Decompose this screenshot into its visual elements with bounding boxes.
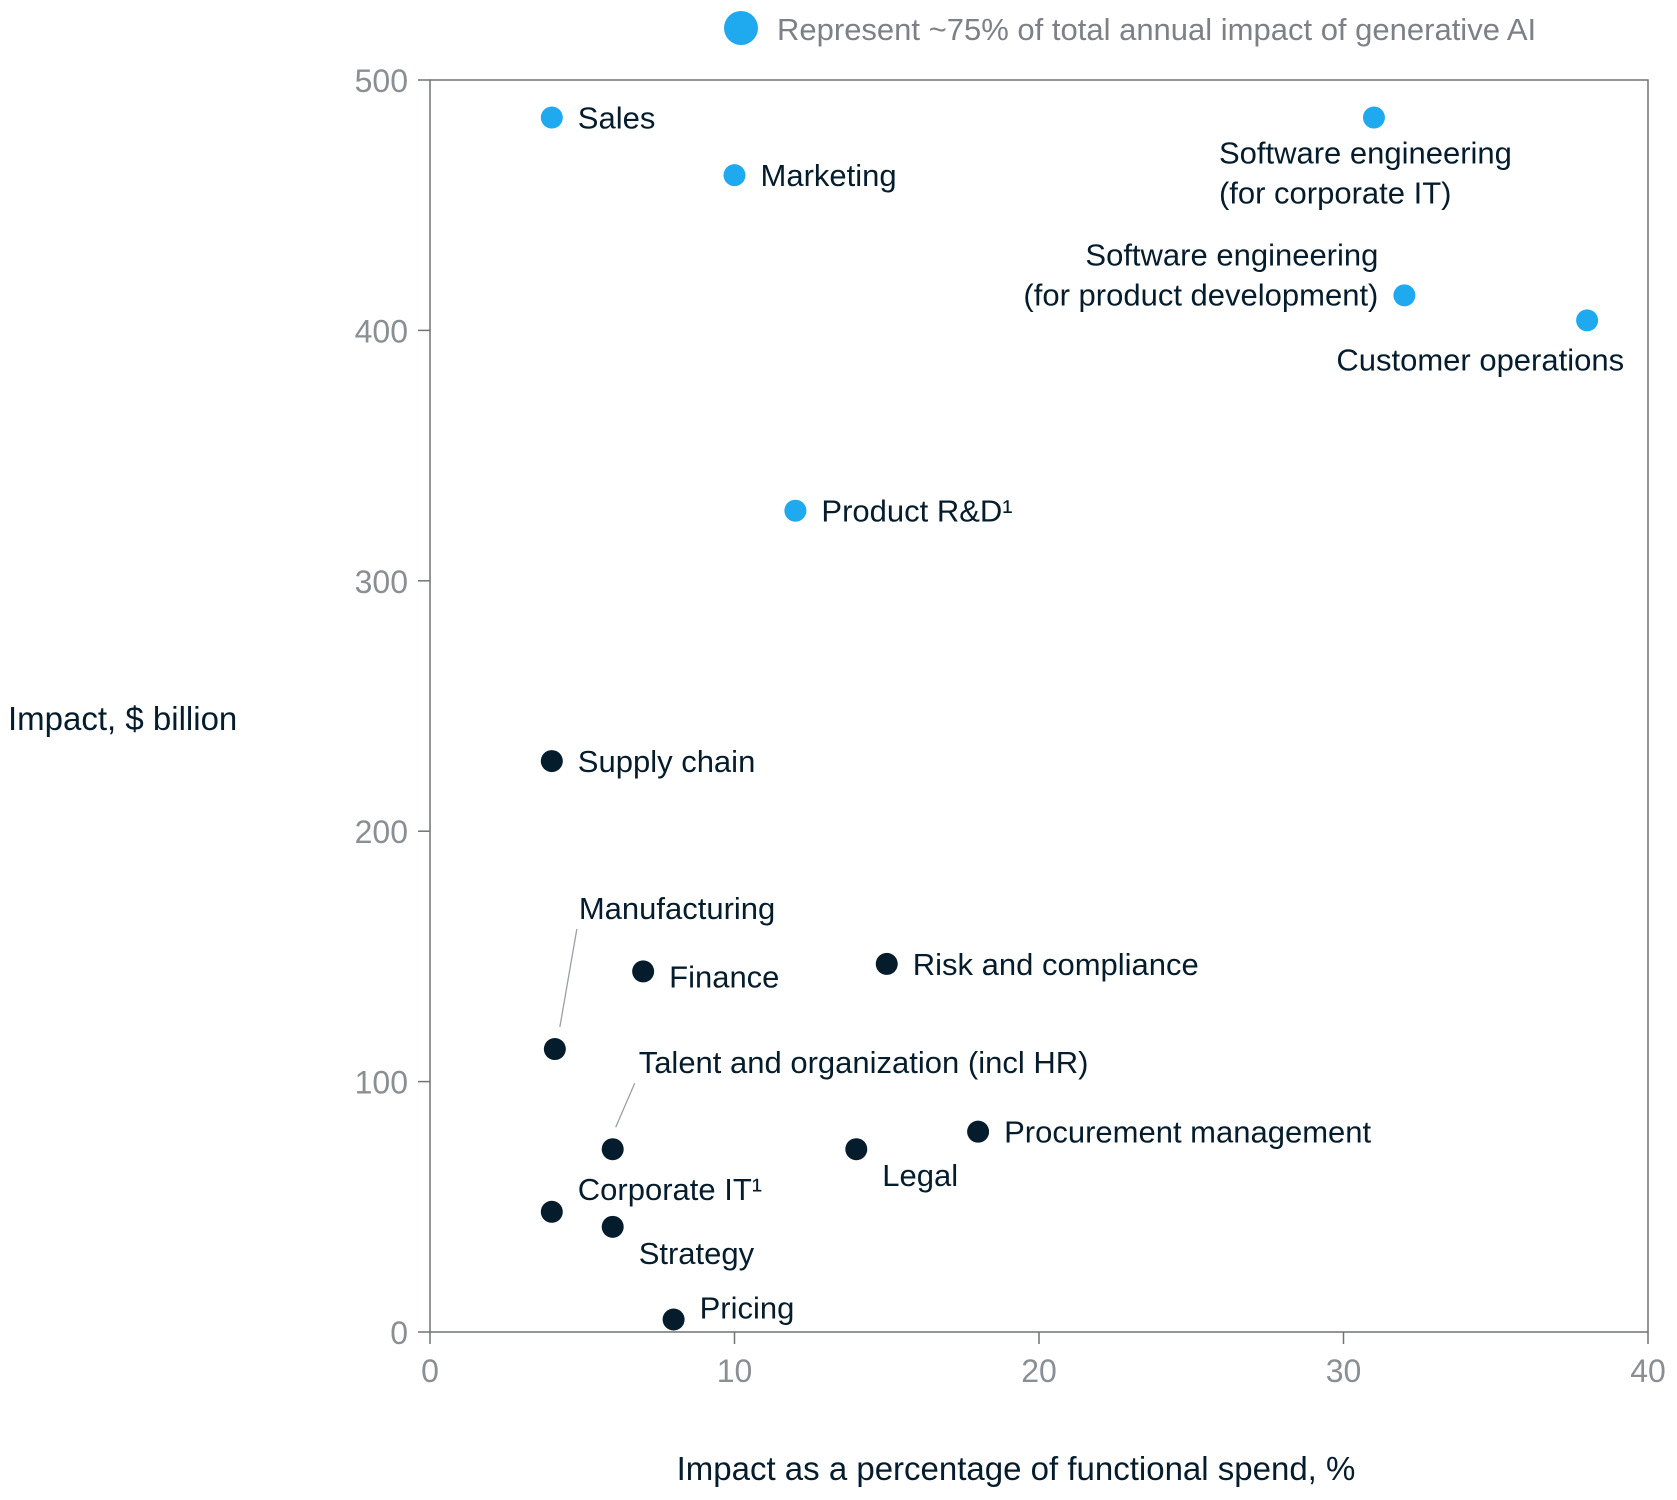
y-axis-title: Impact, $ billion [8, 700, 237, 737]
y-tick-label: 200 [355, 814, 408, 850]
point-supply-chain [540, 750, 563, 773]
x-tick-label: 10 [717, 1353, 753, 1389]
point-sales [540, 106, 563, 129]
label-strategy: Strategy [639, 1236, 755, 1271]
y-tick-label: 500 [355, 63, 408, 99]
label-pricing: Pricing [700, 1290, 795, 1325]
label-corporate-it: Corporate IT¹ [578, 1172, 762, 1207]
leader-talent-and-organization-incl-hr [615, 1082, 636, 1128]
label-product-r-d: Product R&D¹ [821, 494, 1012, 529]
label-finance: Finance [669, 959, 779, 994]
legend: Represent ~75% of total annual impact of… [724, 11, 1536, 47]
legend-marker [724, 11, 758, 45]
point-labels: Sales Marketing Software engineering (for c… [578, 101, 1624, 1326]
point-strategy [601, 1215, 624, 1238]
label-procurement-management: Procurement management [1004, 1115, 1371, 1150]
y-tick-label: 100 [355, 1065, 408, 1101]
label-software-engineering-for-corporate-it: Software engineering (for corporate IT) [1219, 136, 1512, 211]
point-procurement-management [967, 1120, 990, 1143]
label-software-engineering-for-product-development: Software engineering (for product develop… [1023, 237, 1378, 312]
point-software-engineering-for-corporate-it [1362, 106, 1385, 129]
point-product-r-d [784, 499, 807, 522]
x-tick-label: 20 [1021, 1353, 1057, 1389]
point-pricing [662, 1308, 685, 1331]
point-customer-operations [1576, 309, 1599, 332]
label-manufacturing: Manufacturing [579, 891, 775, 926]
label-marketing: Marketing [761, 158, 897, 193]
label-supply-chain: Supply chain [578, 744, 756, 779]
leader-manufacturing [559, 928, 578, 1028]
data-points [540, 106, 1599, 1331]
x-tick-label: 0 [421, 1353, 439, 1389]
x-axis-title: Impact as a percentage of functional spe… [677, 1450, 1356, 1487]
x-tick-label: 30 [1326, 1353, 1362, 1389]
legend-label: Represent ~75% of total annual impact of… [777, 12, 1536, 47]
label-legal: Legal [882, 1158, 958, 1193]
point-manufacturing [543, 1038, 566, 1061]
label-customer-operations: Customer operations [1336, 342, 1624, 377]
label-risk-and-compliance: Risk and compliance [913, 947, 1199, 982]
axes: 0 100 200 300 400 500 0 10 20 30 40 [355, 63, 1666, 1389]
point-risk-and-compliance [875, 952, 898, 975]
y-tick-label: 400 [355, 313, 408, 349]
y-tick-label: 0 [390, 1315, 408, 1351]
y-tick-label: 300 [355, 564, 408, 600]
label-talent-and-organization-incl-hr: Talent and organization (incl HR) [639, 1045, 1089, 1080]
point-finance [632, 960, 655, 983]
point-corporate-it [540, 1200, 563, 1223]
point-marketing [723, 164, 746, 187]
point-legal [845, 1138, 868, 1161]
point-software-engineering-for-product-development [1393, 284, 1416, 307]
x-tick-label: 40 [1630, 1353, 1666, 1389]
leader-lines [559, 928, 636, 1128]
point-talent-and-organization-incl-hr [601, 1138, 624, 1161]
label-sales: Sales [578, 101, 656, 136]
